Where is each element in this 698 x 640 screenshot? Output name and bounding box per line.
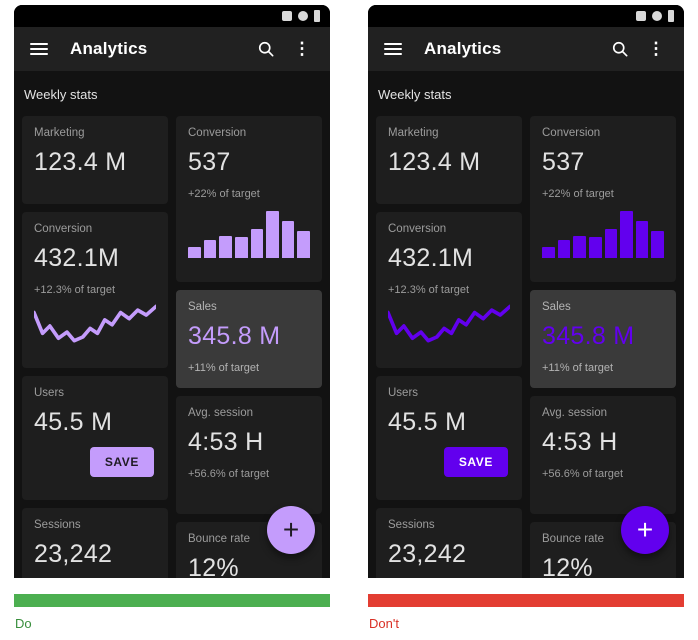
card-value: 345.8 M [542,322,635,350]
card-value: 4:53 H [188,428,264,456]
right-column: Conversion 537 +22% of target Sales 345.… [530,116,676,578]
card-delta: +56.6% of target [188,468,270,480]
users-card: Users 45.5 M SAVE [22,376,168,500]
card-label: Sessions [388,519,435,531]
card-value: 537 [188,148,231,176]
do-caption: Do [15,616,32,631]
phone-screen: Analytics ⋮ Weekly stats Marketing 123.4… [14,5,330,578]
conversion-line-card: Conversion 432.1M +12.3% of target [22,212,168,368]
dont-indicator-bar [368,594,684,607]
card-delta: +12.3% of target [388,284,470,296]
card-label: Conversion [34,223,93,235]
wifi-icon [652,11,662,21]
sales-card: Sales 345.8 M +11% of target [530,290,676,388]
card-label: Conversion [188,127,247,139]
bounce-card-wrap: Bounce rate 12% + [530,506,676,578]
left-column: Marketing 123.4 M Conversion 432.1M +12.… [376,116,522,578]
do-example-panel: Analytics ⋮ Weekly stats Marketing 123.4… [14,5,330,631]
conversion-line-sparkline [34,304,156,343]
conversion-bar-card: Conversion 537 +22% of target [530,116,676,282]
fab-add-button[interactable]: + [621,506,669,554]
overflow-menu-icon[interactable]: ⋮ [647,39,665,58]
app-bar: Analytics ⋮ [368,27,684,71]
marketing-card: Marketing 123.4 M [376,116,522,204]
card-label: Conversion [388,223,447,235]
card-label: Avg. session [542,407,607,419]
signal-icon [636,11,646,21]
dont-example-panel: Analytics ⋮ Weekly stats Marketing 123.4… [368,5,684,631]
card-delta: +12.3% of target [34,284,116,296]
battery-icon [314,10,320,22]
conversion-line-sparkline [388,304,510,343]
section-title: Weekly stats [24,87,98,102]
card-value: 345.8 M [188,322,281,350]
stats-grid: Marketing 123.4 M Conversion 432.1M +12.… [14,116,330,578]
card-label: Marketing [388,127,439,139]
dont-caption: Don't [369,616,399,631]
card-value: 23,242 [388,540,467,568]
stats-grid: Marketing 123.4 M Conversion 432.1M +12.… [368,116,684,578]
phone-screen: Analytics ⋮ Weekly stats Marketing 123.4… [368,5,684,578]
save-button[interactable]: SAVE [443,447,508,477]
wifi-icon [298,11,308,21]
sales-card: Sales 345.8 M +11% of target [176,290,322,388]
left-column: Marketing 123.4 M Conversion 432.1M +12.… [22,116,168,578]
section-title: Weekly stats [378,87,452,102]
card-label: Sales [542,301,571,313]
menu-icon[interactable] [30,43,48,55]
battery-icon [668,10,674,22]
status-bar [14,5,330,27]
card-value: 12% [188,554,239,578]
card-delta: +11% of target [188,362,260,374]
app-title: Analytics [424,39,502,58]
card-value: 4:53 H [542,428,618,456]
card-label: Bounce rate [188,533,251,545]
do-indicator-bar [14,594,330,607]
card-value: 123.4 M [34,148,127,176]
status-bar [368,5,684,27]
avg-session-card: Avg. session 4:53 H +56.6% of target [530,396,676,514]
card-value: 12% [542,554,593,578]
card-delta: +11% of target [542,362,614,374]
card-label: Bounce rate [542,533,605,545]
card-delta: +56.6% of target [542,468,624,480]
menu-icon[interactable] [384,43,402,55]
search-icon[interactable] [254,37,278,61]
card-label: Users [34,387,65,399]
card-value: 45.5 M [388,408,467,436]
card-delta: +22% of target [542,188,614,200]
card-value: 537 [542,148,585,176]
conversion-bar-card: Conversion 537 +22% of target [176,116,322,282]
fab-add-button[interactable]: + [267,506,315,554]
search-icon[interactable] [608,37,632,61]
card-label: Users [388,387,419,399]
conversion-bar-chart [542,208,664,258]
save-button[interactable]: SAVE [89,447,154,477]
card-value: 432.1M [388,244,474,272]
app-title: Analytics [70,39,148,58]
card-label: Avg. session [188,407,253,419]
conversion-bar-chart [188,208,310,258]
card-label: Sessions [34,519,81,531]
card-delta: +22% of target [188,188,260,200]
bounce-card-wrap: Bounce rate 12% + [176,506,322,578]
card-value: 45.5 M [34,408,113,436]
overflow-menu-icon[interactable]: ⋮ [293,39,311,58]
sessions-card: Sessions 23,242 [376,508,522,578]
card-value: 23,242 [34,540,113,568]
avg-session-card: Avg. session 4:53 H +56.6% of target [176,396,322,514]
app-bar: Analytics ⋮ [14,27,330,71]
card-value: 432.1M [34,244,120,272]
sessions-card: Sessions 23,242 [22,508,168,578]
card-label: Conversion [542,127,601,139]
signal-icon [282,11,292,21]
marketing-card: Marketing 123.4 M [22,116,168,204]
card-label: Marketing [34,127,85,139]
conversion-line-card: Conversion 432.1M +12.3% of target [376,212,522,368]
right-column: Conversion 537 +22% of target Sales 345.… [176,116,322,578]
users-card: Users 45.5 M SAVE [376,376,522,500]
card-value: 123.4 M [388,148,481,176]
card-label: Sales [188,301,217,313]
